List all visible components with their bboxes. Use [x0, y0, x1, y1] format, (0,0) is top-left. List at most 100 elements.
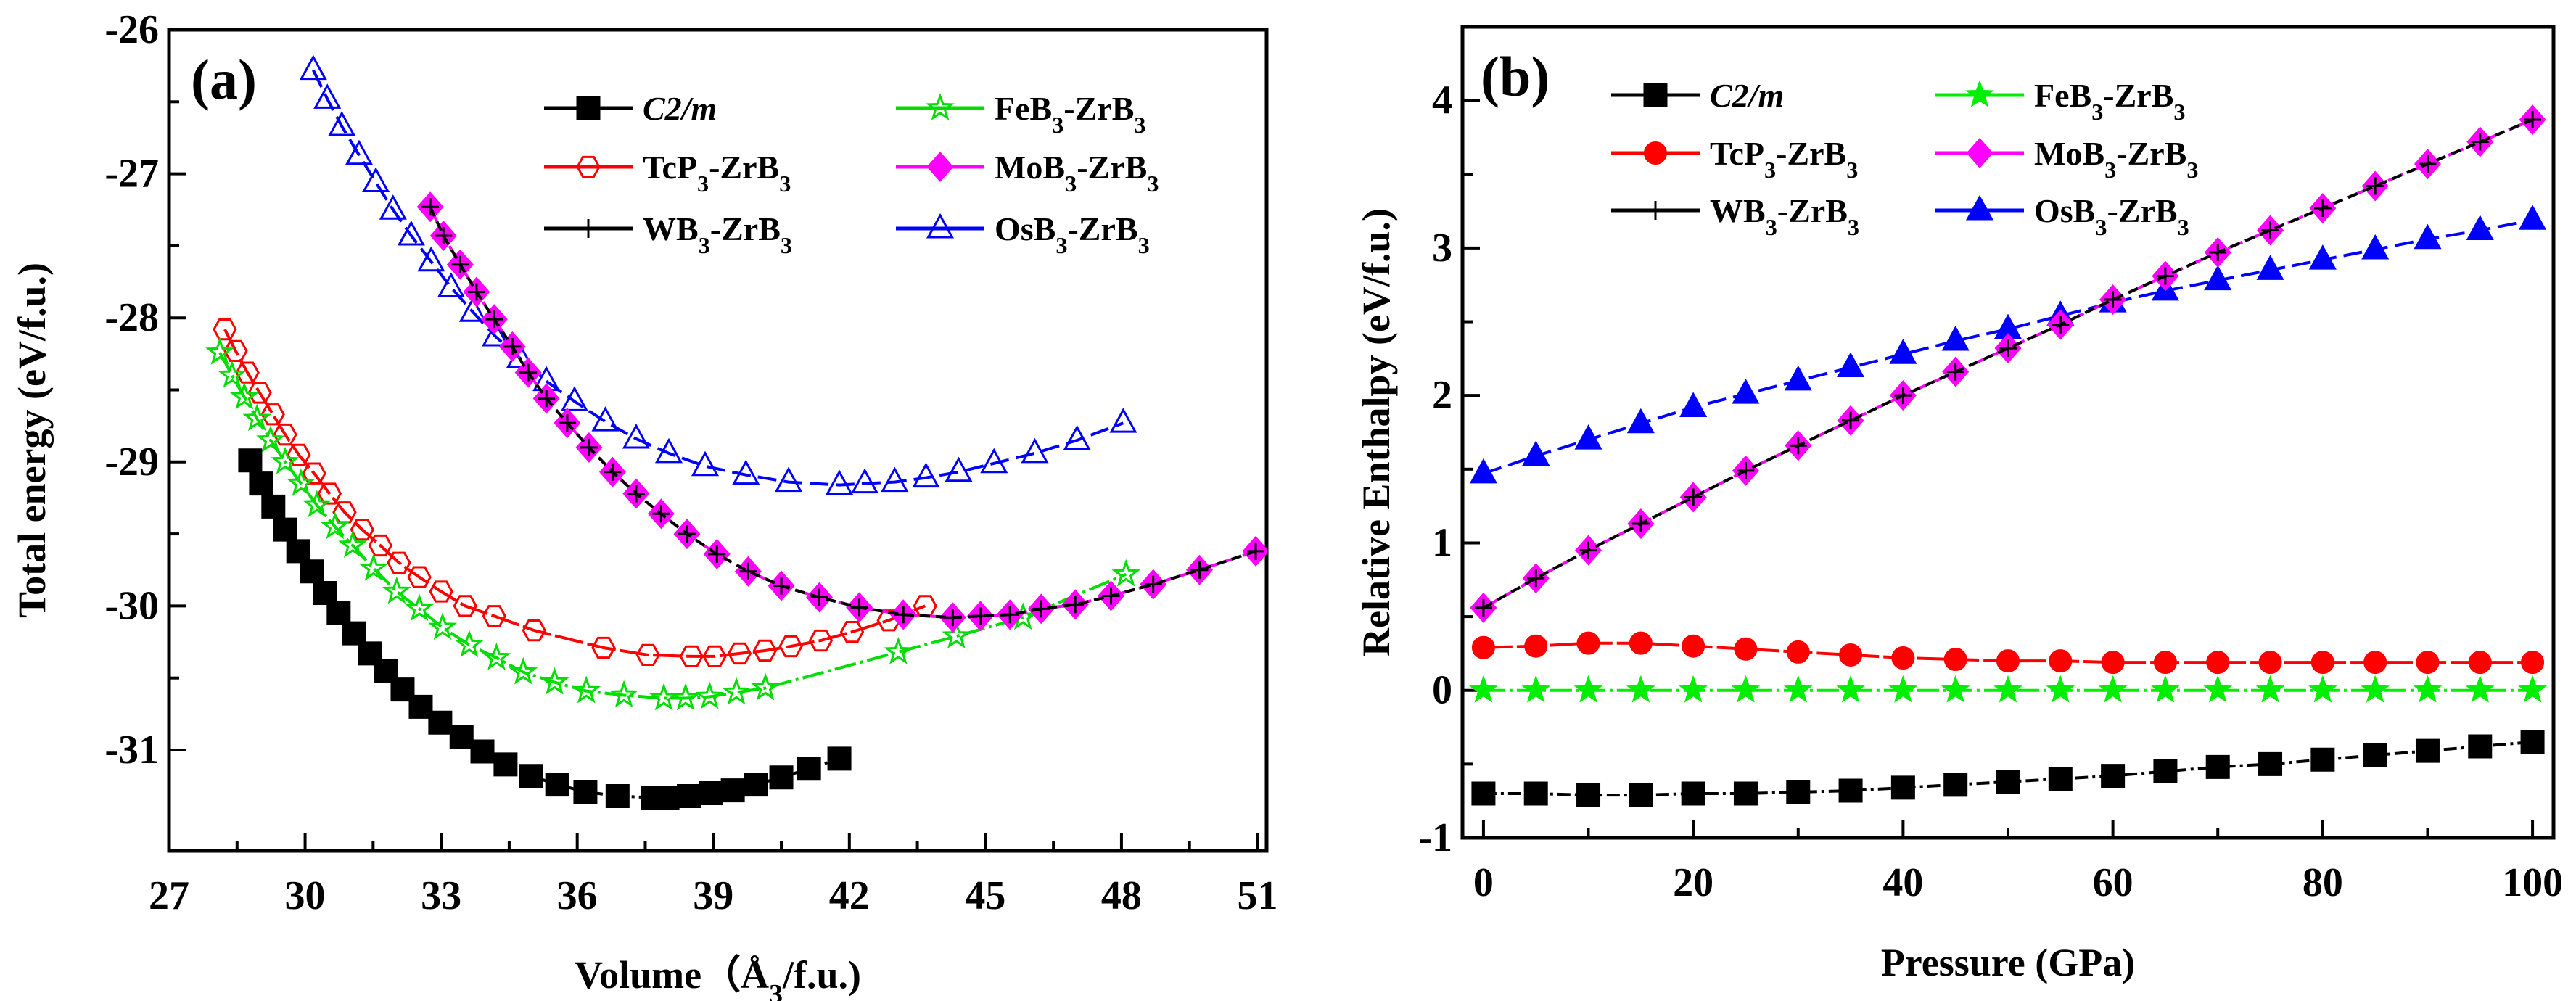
data-point [350, 518, 375, 541]
legend-label: FeB3-ZrB3 [995, 90, 1146, 138]
data-point [2310, 651, 2334, 675]
legend-entry: WB3-ZrB3 [544, 210, 792, 258]
subscript: 3 [769, 979, 783, 1001]
subscript: 3 [779, 170, 791, 197]
data-point [671, 683, 701, 711]
data-point [229, 382, 259, 410]
data-point [2151, 675, 2180, 703]
data-point [2049, 649, 2073, 673]
label-part: WB [643, 210, 699, 247]
data-point [256, 425, 285, 453]
subscript: 3 [2091, 99, 2103, 125]
legend-entry: TcP3-ZrB3 [544, 149, 791, 197]
data-point [1629, 783, 1653, 807]
subscript: 3 [781, 232, 792, 258]
data-point [449, 725, 474, 749]
data-point [2258, 651, 2282, 675]
data-point [2052, 316, 2070, 334]
y-tick-label: 1 [1432, 520, 1452, 565]
data-point [1066, 596, 1085, 614]
data-point [2308, 675, 2337, 703]
data-point [2366, 177, 2384, 195]
data-point [2261, 221, 2279, 239]
data-point [827, 746, 852, 771]
data-point [2415, 738, 2440, 763]
label-part: -ZrB [2103, 77, 2173, 114]
data-point [482, 321, 510, 347]
data-point [2363, 651, 2387, 675]
data-point [2419, 155, 2437, 173]
subscript: 3 [2104, 157, 2116, 183]
data-point [509, 656, 538, 685]
x-tick-label: 45 [965, 873, 1005, 918]
data-point [2363, 743, 2387, 767]
label-part: Volume（Å [575, 953, 769, 997]
data-point [1737, 461, 1755, 479]
x-tick-label: 30 [285, 873, 326, 918]
data-point [362, 167, 390, 193]
data-point [2361, 675, 2390, 703]
data-point [752, 639, 778, 662]
x-tick-label: 80 [2303, 860, 2343, 905]
legend-entry: TcP3-ZrB3 [1611, 135, 1858, 183]
data-point [2361, 234, 2390, 260]
x-tick-label: 20 [1673, 860, 1713, 905]
legend-label: TcP3-ZrB3 [1710, 135, 1858, 183]
data-point [1109, 408, 1137, 433]
data-point [2471, 133, 2489, 151]
subscript: 3 [697, 170, 709, 197]
data-point [2414, 223, 2442, 250]
y-tick-label: 0 [1432, 668, 1452, 713]
data-point [1190, 561, 1209, 579]
label-part: TcP [1710, 135, 1764, 172]
data-point [609, 680, 638, 708]
data-point [1574, 424, 1602, 450]
data-point [622, 423, 650, 449]
data-point [774, 466, 803, 493]
series-line [1483, 218, 2533, 475]
legend-entry: MoB3-ZrB3 [1935, 135, 2198, 183]
data-point [926, 151, 954, 183]
data-point [720, 778, 745, 803]
data-point [1579, 541, 1597, 559]
x-axis-title: Volume（Å3/f.u.) [575, 953, 861, 1001]
data-point [379, 194, 407, 220]
data-point [732, 459, 760, 485]
data-point [217, 360, 247, 388]
data-point [1021, 437, 1049, 464]
label-part: -ZrB [709, 149, 779, 186]
label-part: FeB [2034, 77, 2091, 114]
label-part: -ZrB [1776, 135, 1846, 172]
data-point [851, 468, 879, 494]
subscript: 3 [2173, 99, 2185, 125]
data-point [810, 588, 828, 606]
series-feb3-zrb3 [205, 337, 1141, 711]
series-tcp3-zrb3 [1471, 631, 2545, 675]
data-point [320, 511, 350, 540]
data-point [368, 534, 393, 557]
data-point [522, 619, 547, 642]
data-point [287, 468, 316, 496]
label-part: -ZrB [2107, 192, 2177, 229]
data-point [428, 710, 453, 735]
data-point [1471, 635, 1495, 659]
data-point [1679, 392, 1708, 417]
data-point [1786, 640, 1810, 664]
data-point [519, 363, 538, 382]
y-tick-label: 4 [1432, 78, 1452, 123]
data-point [1626, 408, 1655, 434]
panel-b: 0 20 40 60 80 100 -1 0 1 2 3 4 Pressure (GPa) Relativ… [1354, 25, 2563, 984]
y-axis-title: Total energy (eV/f.u.) [10, 263, 54, 618]
data-point [580, 438, 598, 456]
data-point [1144, 575, 1162, 593]
data-point [1063, 424, 1091, 450]
data-point [2520, 730, 2545, 754]
data-point [654, 437, 683, 464]
data-point [451, 255, 469, 273]
series-line [1482, 118, 2533, 609]
data-point [1837, 352, 1865, 378]
series-wb3-zrb3 [1474, 111, 2542, 617]
data-point [421, 198, 440, 216]
data-point [652, 505, 670, 523]
